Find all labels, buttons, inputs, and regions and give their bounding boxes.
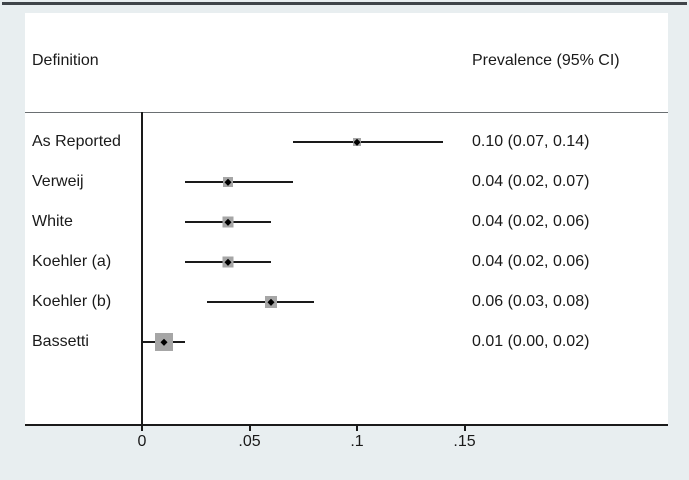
prevalence-value: 0.04 (0.02, 0.07) [472, 173, 590, 190]
x-axis-tick-label: 0 [137, 433, 147, 450]
x-axis-tick-mark [248, 426, 251, 431]
prevalence-column-header: Prevalence (95% CI) [472, 52, 620, 69]
definition-column-header: Definition [32, 52, 99, 69]
x-axis-tick-mark [141, 426, 143, 431]
row-label: Bassetti [32, 333, 89, 350]
row-label: Koehler (a) [32, 253, 112, 270]
prevalence-value: 0.01 (0.00, 0.02) [472, 333, 590, 350]
confidence-interval-line [206, 301, 314, 303]
row-label: Koehler (b) [32, 293, 112, 310]
x-axis-line [25, 424, 668, 426]
x-axis-tick-mark [463, 426, 466, 431]
plot-area [25, 13, 668, 425]
prevalence-value: 0.04 (0.02, 0.06) [472, 253, 590, 270]
x-axis-tick-label: .1 [350, 433, 364, 450]
x-axis-tick-mark [356, 426, 358, 431]
row-label: White [32, 213, 73, 230]
header-divider-line [25, 112, 668, 113]
x-axis-tick-label: .05 [238, 433, 261, 450]
row-label: As Reported [32, 133, 121, 150]
x-axis-tick-label: .15 [453, 433, 476, 450]
figure-top-border [2, 2, 687, 5]
prevalence-value: 0.04 (0.02, 0.06) [472, 213, 590, 230]
confidence-interval-line [292, 141, 443, 143]
row-label: Verweij [32, 173, 84, 190]
prevalence-value: 0.10 (0.07, 0.14) [472, 133, 590, 150]
zero-reference-axis-line [141, 112, 143, 431]
confidence-interval-line [185, 181, 293, 183]
prevalence-value: 0.06 (0.03, 0.08) [472, 293, 590, 310]
